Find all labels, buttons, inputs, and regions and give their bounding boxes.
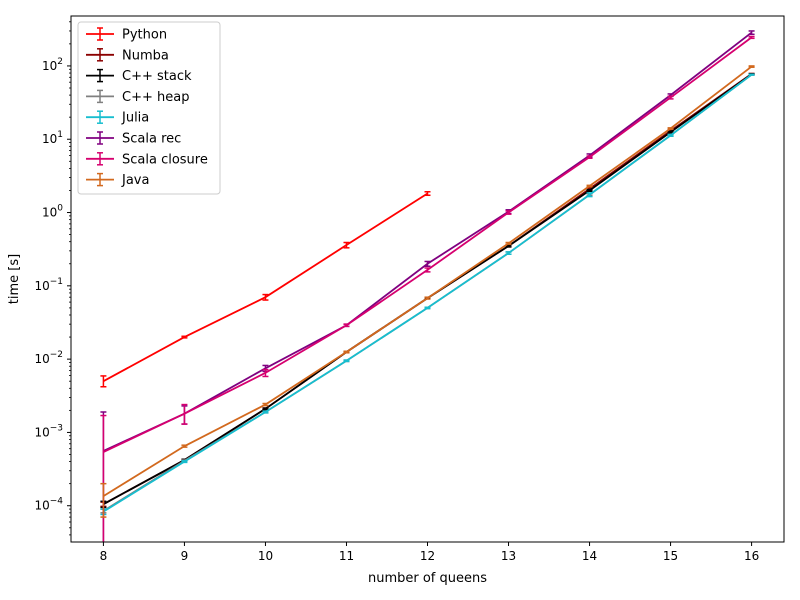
x-tick-label: 12 [420,549,435,563]
legend-item[interactable]: Java [86,172,149,188]
x-tick-label: 8 [100,549,108,563]
x-tick-label: 10 [258,549,273,563]
legend-label: Python [122,28,167,43]
legend-label: Julia [121,111,149,126]
x-tick-label: 16 [744,549,759,563]
legend-box [77,21,221,195]
y-tick-exponent: −3 [50,423,63,433]
x-axis-label: number of queens [368,571,487,586]
y-tick-exponent: 2 [57,57,63,67]
y-tick-label: 10−1 [34,277,63,293]
series-java [100,65,755,518]
y-tick-exponent: −4 [50,497,64,507]
y-tick-exponent: −2 [50,350,63,360]
legend-item[interactable]: Scala closure [86,152,208,167]
y-tick-label: 102 [42,57,63,73]
y-tick-base: 10 [34,352,49,366]
x-tick-label: 9 [181,549,189,563]
x-tick-label: 13 [501,549,516,563]
x-axis: 8 9 10 11 12 13 14 15 16 [100,542,759,563]
y-tick-base: 10 [42,59,57,73]
x-tick-label: 11 [339,549,354,563]
y-tick-base: 10 [42,206,57,220]
y-tick-base: 10 [34,499,49,513]
y-tick-exponent: −1 [50,277,63,287]
legend-item[interactable]: Julia [86,110,149,126]
legend-label: Scala closure [122,152,208,167]
series-layer [100,30,755,542]
legend-item[interactable]: C++ stack [86,68,192,84]
series-python [100,191,431,388]
legend-label: Scala rec [122,132,181,147]
legend[interactable]: Python Numba C++ stack C++ heap Julia Scala r… [77,21,221,195]
y-tick-label: 10−2 [34,350,63,366]
y-tick-exponent: 1 [57,130,63,140]
legend-item[interactable]: Scala rec [86,131,181,147]
y-tick-base: 10 [34,279,49,293]
y-tick-base: 10 [42,132,57,146]
series-julia [100,73,755,516]
y-tick-base: 10 [34,425,49,439]
series-scala-closure [100,35,755,542]
y-tick-exponent: 0 [57,204,63,214]
y-axis-label: time [s] [7,254,22,304]
legend-item[interactable]: Numba [86,48,169,63]
legend-label: C++ stack [122,69,192,84]
x-tick-label: 15 [663,549,678,563]
y-tick-label: 10−4 [34,497,63,513]
x-tick-label: 14 [582,549,597,563]
y-tick-label: 101 [42,130,63,146]
legend-item[interactable]: C++ heap [86,89,189,105]
legend-label: C++ heap [122,90,189,105]
y-tick-label: 10−3 [34,423,63,439]
y-tick-label: 100 [42,204,63,220]
legend-label: Numba [122,48,169,63]
legend-item[interactable]: Python [86,27,167,43]
legend-label: Java [121,173,149,188]
